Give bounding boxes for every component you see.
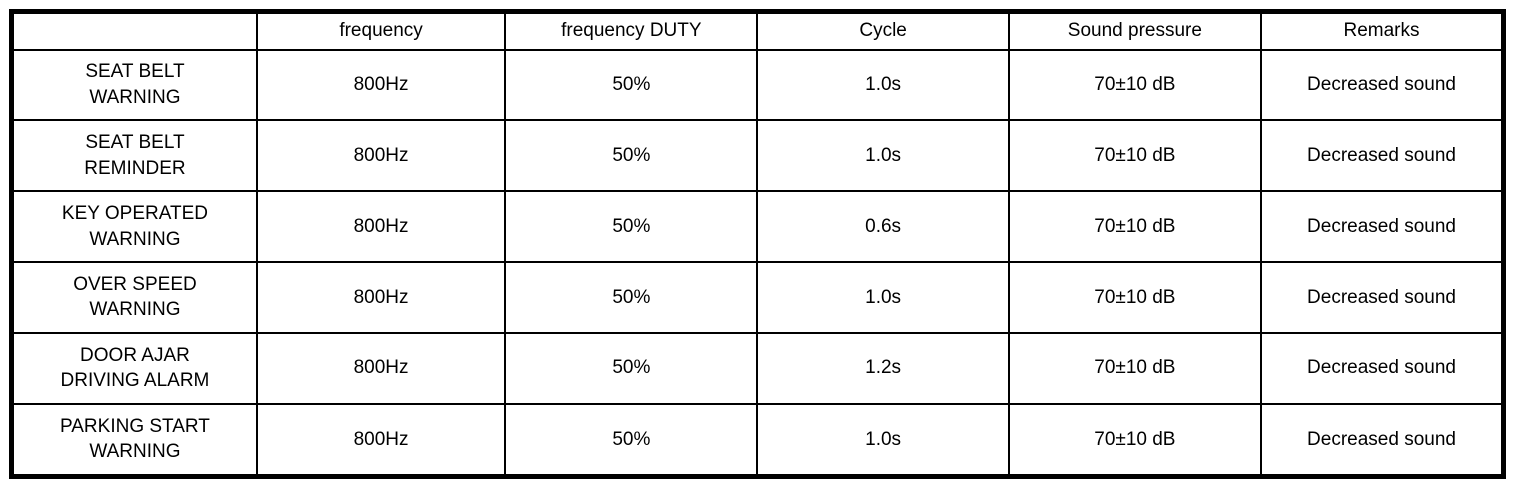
frequency-cell: 800Hz [255,190,507,263]
frequency-duty-cell: 50% [504,260,759,334]
frequency-duty-cell: 50% [504,331,759,405]
cycle-cell: 1.0s [756,48,1010,122]
table-row: SEAT BELT REMINDER 800Hz 50% 1.0s 70±10 … [10,119,1505,193]
remarks-cell: Decreased sound [1260,190,1505,263]
frequency-cell: 800Hz [255,119,507,193]
column-header-sound-pressure: Sound pressure [1007,10,1263,51]
column-header-remarks: Remarks [1260,10,1505,51]
cycle-cell: 1.0s [756,119,1010,193]
row-label: KEY OPERATED WARNING [10,190,258,263]
remarks-cell: Decreased sound [1260,48,1505,122]
frequency-cell: 800Hz [255,48,507,122]
remarks-cell: Decreased sound [1260,402,1505,478]
frequency-duty-cell: 50% [504,402,759,478]
column-header-frequency: frequency [255,10,507,51]
sound-pressure-cell: 70±10 dB [1007,48,1263,122]
row-label: SEAT BELT WARNING [10,48,258,122]
frequency-duty-cell: 50% [504,119,759,193]
column-header-blank [10,10,258,51]
document-page: frequency frequency DUTY Cycle Sound pre… [9,9,1506,479]
cycle-cell: 1.2s [756,331,1010,405]
sound-pressure-cell: 70±10 dB [1007,119,1263,193]
table-row: OVER SPEED WARNING 800Hz 50% 1.0s 70±10 … [10,260,1505,334]
frequency-duty-cell: 50% [504,190,759,263]
frequency-duty-cell: 50% [504,48,759,122]
cycle-cell: 1.0s [756,402,1010,478]
sound-pressure-cell: 70±10 dB [1007,260,1263,334]
column-header-cycle: Cycle [756,10,1010,51]
column-header-frequency-duty: frequency DUTY [504,10,759,51]
sound-pressure-cell: 70±10 dB [1007,402,1263,478]
remarks-cell: Decreased sound [1260,119,1505,193]
frequency-cell: 800Hz [255,260,507,334]
row-label: DOOR AJAR DRIVING ALARM [10,331,258,405]
remarks-cell: Decreased sound [1260,331,1505,405]
remarks-cell: Decreased sound [1260,260,1505,334]
table-row: SEAT BELT WARNING 800Hz 50% 1.0s 70±10 d… [10,48,1505,122]
row-label: SEAT BELT REMINDER [10,119,258,193]
row-label: PARKING START WARNING [10,402,258,478]
buzzer-spec-table: frequency frequency DUTY Cycle Sound pre… [9,9,1506,479]
table-row: PARKING START WARNING 800Hz 50% 1.0s 70±… [10,402,1505,478]
header-row: frequency frequency DUTY Cycle Sound pre… [10,10,1505,51]
sound-pressure-cell: 70±10 dB [1007,190,1263,263]
table-row: KEY OPERATED WARNING 800Hz 50% 0.6s 70±1… [10,190,1505,263]
row-label: OVER SPEED WARNING [10,260,258,334]
sound-pressure-cell: 70±10 dB [1007,331,1263,405]
frequency-cell: 800Hz [255,402,507,478]
frequency-cell: 800Hz [255,331,507,405]
table-row: DOOR AJAR DRIVING ALARM 800Hz 50% 1.2s 7… [10,331,1505,405]
cycle-cell: 0.6s [756,190,1010,263]
cycle-cell: 1.0s [756,260,1010,334]
